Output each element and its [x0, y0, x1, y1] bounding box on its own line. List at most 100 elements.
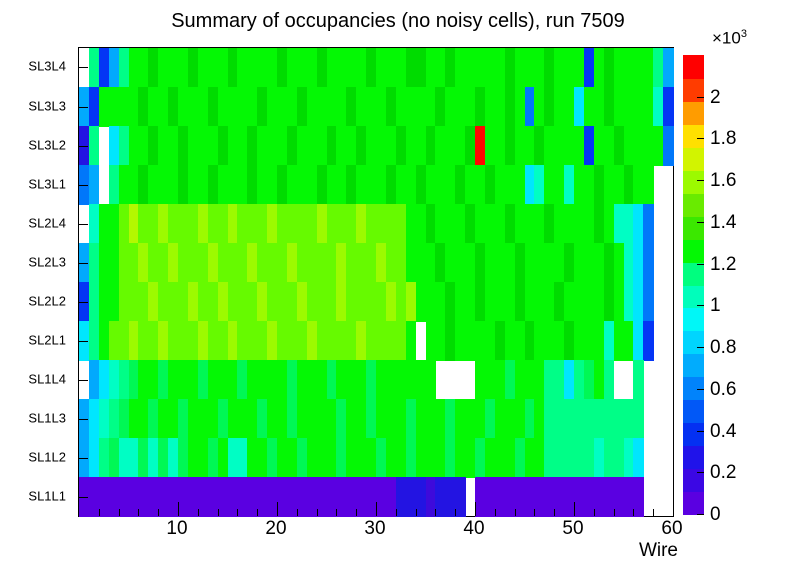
heatmap-cell	[257, 477, 268, 517]
heatmap-cell	[356, 321, 367, 361]
heatmap-cell	[376, 477, 387, 517]
heatmap-cell	[138, 243, 149, 283]
heatmap-cell	[366, 399, 377, 439]
x-axis-major-tick	[376, 502, 377, 516]
heatmap-cell	[108, 321, 120, 361]
heatmap-cell	[475, 399, 486, 439]
heatmap-cell	[583, 203, 595, 244]
heatmap-cell	[514, 165, 526, 205]
heatmap-cell	[326, 438, 337, 478]
heatmap-cell	[613, 321, 625, 361]
heatmap-cell	[366, 282, 377, 322]
heatmap-cell	[88, 477, 100, 517]
heatmap-cell	[187, 86, 199, 127]
heatmap-cell	[435, 203, 446, 244]
x-axis-minor-tick	[534, 509, 536, 516]
heatmap-cell	[524, 203, 535, 244]
heatmap-cell	[504, 477, 516, 517]
heatmap-cell	[277, 165, 288, 205]
y-axis-tick	[79, 418, 88, 420]
colorbar-tick-label: 1.8	[710, 128, 737, 150]
heatmap-cell	[603, 477, 615, 517]
heatmap-cell	[405, 477, 417, 517]
heatmap-cell	[118, 438, 130, 478]
heatmap-cell	[178, 86, 189, 127]
heatmap-cell	[494, 282, 506, 322]
heatmap-cell	[425, 243, 436, 283]
heatmap-cell	[425, 86, 436, 127]
heatmap-cell	[514, 203, 526, 244]
heatmap-cell	[326, 321, 337, 361]
y-axis-label: SL1L1	[28, 488, 66, 503]
heatmap-cell	[108, 86, 120, 127]
colorbar-tick	[697, 305, 704, 307]
colorbar-tick-label: 0.2	[710, 462, 737, 484]
heatmap-cell	[98, 321, 110, 361]
heatmap-cell	[405, 125, 417, 166]
heatmap-cell	[455, 125, 466, 166]
heatmap-cell	[494, 359, 506, 400]
heatmap-cell	[88, 48, 100, 88]
heatmap-cell	[494, 48, 506, 88]
heatmap-cell	[435, 48, 446, 88]
heatmap-cell	[296, 359, 308, 400]
heatmap-cell	[583, 282, 595, 322]
heatmap-cell	[227, 48, 238, 88]
heatmap-cell	[435, 243, 446, 283]
heatmap-cell	[504, 203, 516, 244]
heatmap-cell	[653, 125, 664, 166]
heatmap-cell	[148, 165, 159, 205]
heatmap-cell	[465, 86, 476, 127]
heatmap-cell	[108, 359, 120, 400]
heatmap-cell	[326, 243, 337, 283]
heatmap-cell	[554, 165, 565, 205]
heatmap-cell	[168, 165, 179, 205]
heatmap-cell	[544, 321, 555, 361]
heatmap-cell	[445, 203, 456, 244]
heatmap-cell	[148, 282, 159, 322]
heatmap-cell	[178, 203, 189, 244]
heatmap-cell	[366, 165, 377, 205]
heatmap-cell	[277, 282, 288, 322]
heatmap-cell	[296, 203, 308, 244]
heatmap-cell	[286, 282, 298, 322]
heatmap-cell	[653, 48, 664, 88]
heatmap-cell	[187, 477, 199, 517]
heatmap-cell	[633, 399, 644, 439]
heatmap-cell	[405, 359, 417, 400]
heatmap-cell	[603, 165, 615, 205]
heatmap-cell	[603, 321, 615, 361]
heatmap-cell	[484, 399, 496, 439]
heatmap-cell	[395, 165, 407, 205]
heatmap-cell	[336, 477, 347, 517]
heatmap-cell	[385, 438, 397, 478]
heatmap-cell	[336, 359, 347, 400]
heatmap-cell	[346, 48, 357, 88]
heatmap-cell	[277, 399, 288, 439]
heatmap-cell	[623, 243, 634, 283]
x-axis-minor-tick	[415, 509, 417, 516]
heatmap-cell	[247, 438, 258, 478]
heatmap-cell	[88, 282, 100, 322]
heatmap-cell	[484, 48, 496, 88]
heatmap-cell	[207, 477, 219, 517]
heatmap-cell	[494, 399, 506, 439]
heatmap-cell	[554, 399, 565, 439]
x-axis-minor-tick	[633, 509, 635, 516]
heatmap-cell	[118, 165, 130, 205]
heatmap-cell	[415, 165, 427, 205]
heatmap-cell	[455, 438, 466, 478]
heatmap-cell	[574, 477, 585, 517]
x-axis-tick-label: 10	[166, 518, 188, 539]
heatmap-cell	[564, 438, 575, 478]
heatmap-cell	[257, 243, 268, 283]
heatmap-cell	[376, 399, 387, 439]
heatmap-cell	[207, 399, 219, 439]
heatmap-cell	[544, 399, 555, 439]
heatmap-cell	[465, 321, 476, 361]
heatmap-cell	[484, 86, 496, 127]
heatmap-cell	[613, 399, 625, 439]
heatmap-cell	[336, 86, 347, 127]
heatmap-cell	[445, 282, 456, 322]
x-axis-tick-label: 40	[463, 518, 485, 539]
